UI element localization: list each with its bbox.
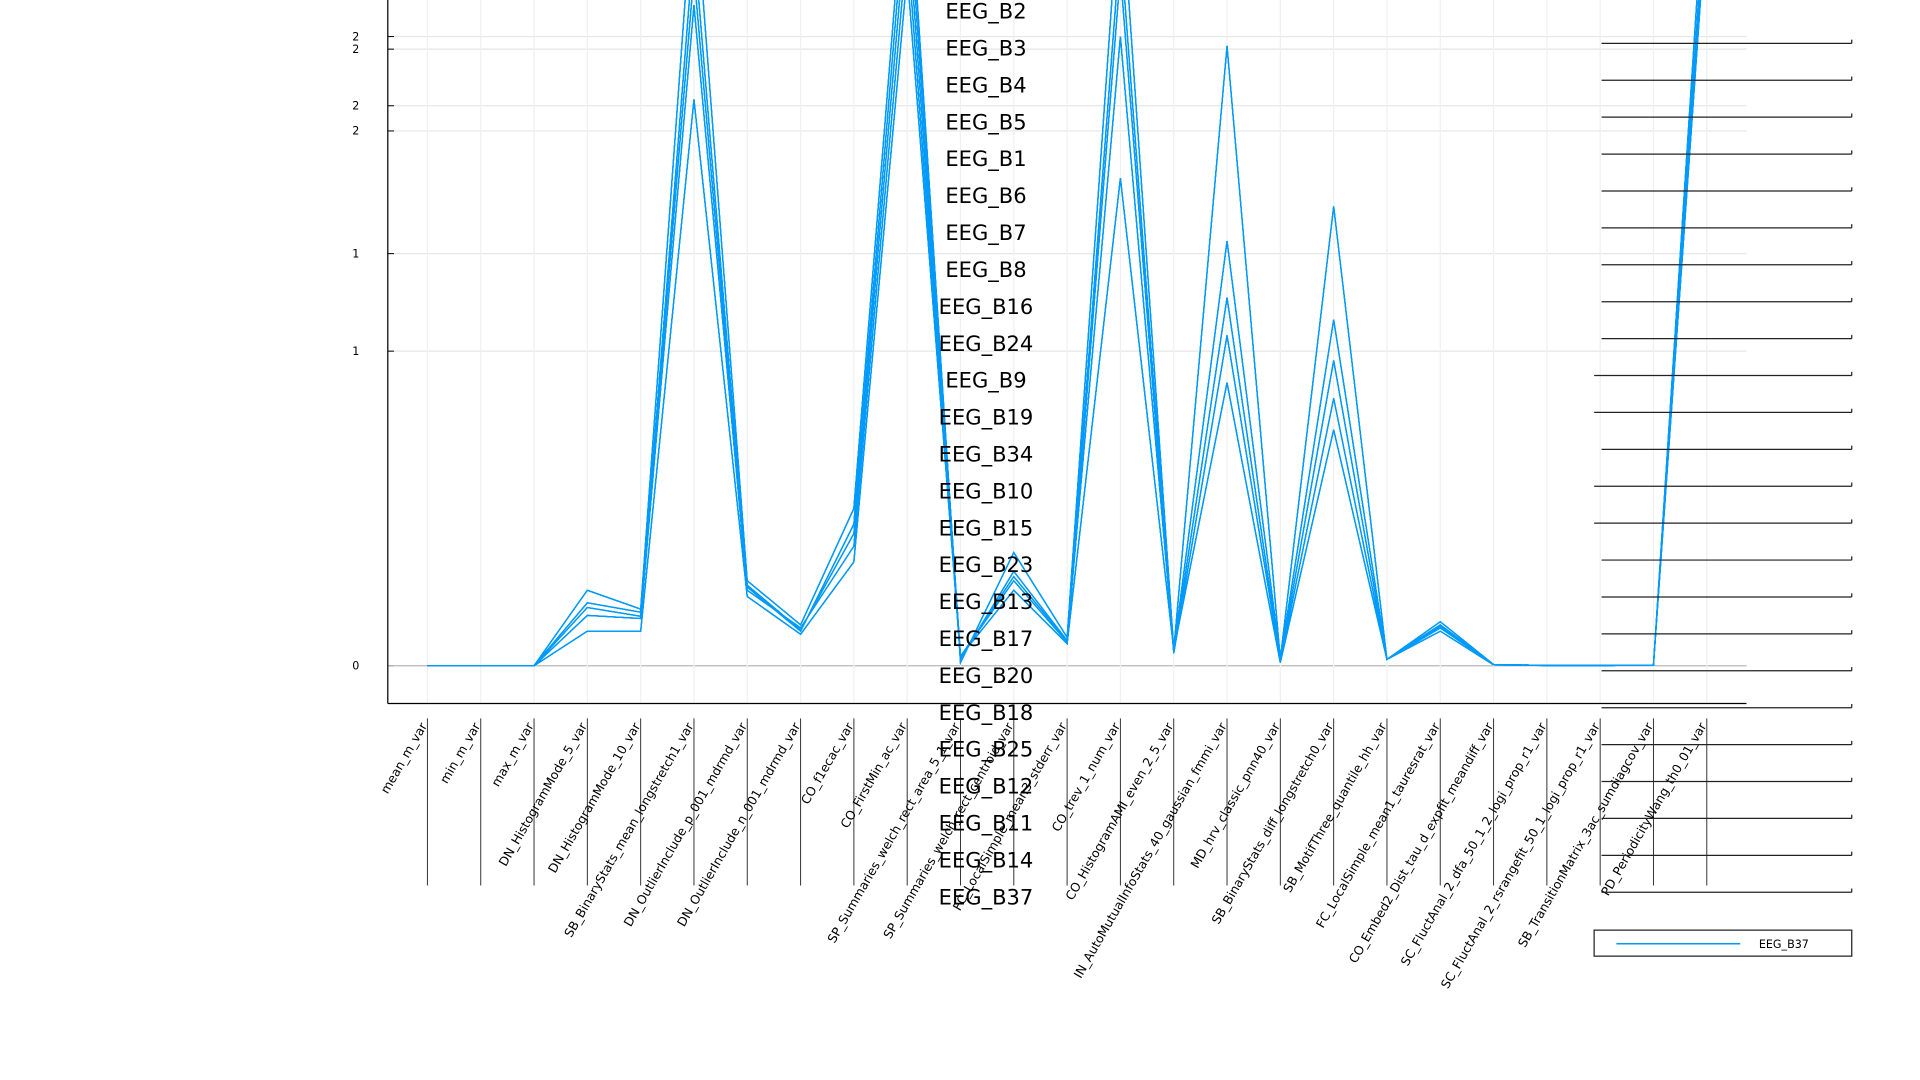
legend-label: EEG_B17	[939, 626, 1034, 651]
legend: EEG_B2 EEG_B3 EEG_B4 EEG_B5 EEG_B1 EEG_B6 EEG_…	[939, 0, 1853, 957]
x-tick-label: DN_HistogramMode_10_var	[546, 720, 644, 876]
legend-label: EEG_B16	[939, 294, 1034, 319]
legend-label: EEG_B13	[939, 589, 1034, 614]
x-tick-label: mean_m_var	[378, 720, 430, 797]
x-tick-label: min_m_var	[437, 719, 483, 785]
y-tick-label: 1	[352, 247, 359, 260]
y-tick-label: 0	[352, 659, 359, 672]
legend-label: EEG_B1	[945, 146, 1026, 171]
legend-label: EEG_B8	[945, 257, 1026, 282]
legend-label: EEG_B4	[945, 72, 1026, 97]
legend-label: EEG_B6	[945, 183, 1026, 208]
x-tick-label: CO_f1ecac_var	[798, 719, 856, 806]
x-tick-label: max_m_var	[489, 719, 537, 789]
x-tick-label: PD_PeriodicityWang_th0_01_var	[1599, 720, 1710, 899]
legend-label: EEG_B24	[939, 331, 1034, 356]
legend-label: EEG_B2	[945, 0, 1026, 24]
x-tick-label: CO_HistogramAMI_even_2_5_var	[1063, 720, 1177, 903]
legend-label: EEG_B25	[939, 737, 1034, 762]
legend-label: EEG_B14	[939, 847, 1034, 872]
legend-label: EEG_B3	[945, 35, 1026, 60]
legend-label: EEG_B23	[939, 552, 1034, 577]
legend-label: EEG_B20	[939, 663, 1034, 688]
series-lines	[427, 0, 1702, 667]
legend-label: EEG_B18	[939, 700, 1034, 725]
x-labels: mean_m_var min_m_var max_m_varDN_Histogram…	[378, 718, 1710, 991]
y-tick-label: 1	[352, 345, 359, 358]
legend-label: EEG_B12	[939, 774, 1034, 799]
legend-label: EEG_B15	[939, 515, 1034, 540]
x-tick-label: DN_HistogramMode_5_var	[496, 720, 590, 869]
legend-label: EEG_B9	[945, 368, 1026, 393]
legend-label: EEG_B11	[939, 811, 1034, 836]
legend-label: EEG_B37	[939, 884, 1034, 909]
legend-label: EEG_B10	[939, 478, 1034, 503]
y-tick-label: 2	[352, 99, 359, 112]
x-tick-label: SB_MotifThree_quantile_hh_var	[1281, 719, 1390, 894]
y-tick-label: 2	[352, 43, 359, 56]
legend-label: EEG_B19	[939, 405, 1034, 430]
legend-label: EEG_B34	[939, 441, 1034, 466]
y-tick-label: 2	[352, 30, 359, 43]
series-line	[427, 0, 1701, 667]
x-tick-label: MD_hrv_classic_pnn40_var	[1188, 720, 1283, 871]
y-tick-label: 2	[352, 125, 359, 138]
legend-label: EEG_B37	[1759, 938, 1809, 951]
legend-label: EEG_B7	[945, 220, 1026, 245]
legend-label: EEG_B5	[945, 109, 1026, 134]
